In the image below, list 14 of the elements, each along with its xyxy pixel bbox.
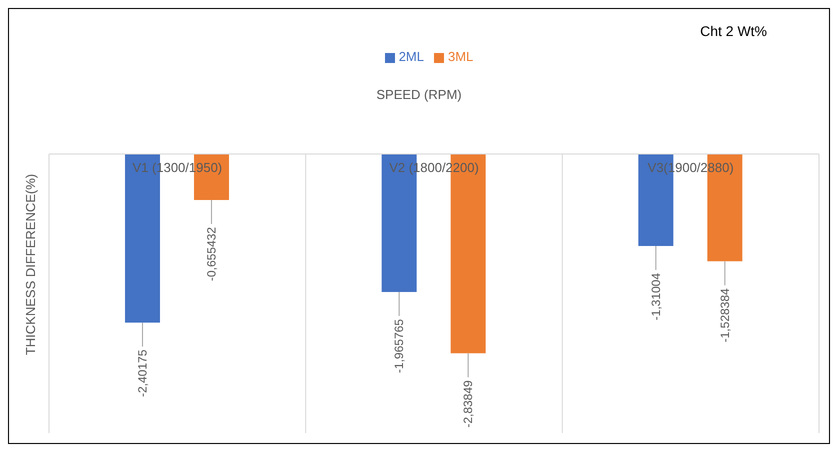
data-label: -1,528384 (718, 288, 732, 342)
x-axis-title: SPEED (RPM) (375, 87, 463, 102)
data-label: -0,655432 (204, 226, 218, 282)
x-tick-label: V2 (1800/2200) (389, 160, 479, 175)
data-label: -1,31004 (648, 272, 663, 320)
x-tick-label: V3(1900/2880) (648, 160, 734, 175)
legend-label: 2ML (398, 49, 424, 64)
chart-title: Cht 2 Wt% (700, 23, 767, 39)
data-label: -2,83849 (461, 380, 476, 428)
data-label: -2,40175 (136, 349, 150, 397)
x-tick-label: V1 (1300/1950) (132, 160, 222, 175)
data-label: -1,965765 (392, 318, 406, 374)
y-axis-title: THICKNESS DIFFERENCE(%) (24, 173, 39, 355)
legend-label: 3ML (448, 49, 474, 64)
